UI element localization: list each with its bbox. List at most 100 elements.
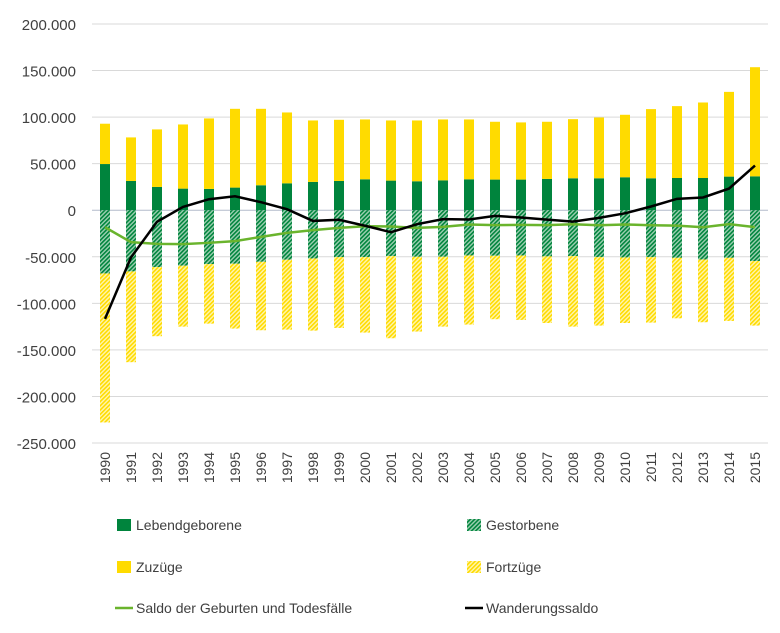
x-tick-label: 1999 — [331, 452, 347, 483]
bar-deaths — [178, 210, 188, 266]
bar-out — [178, 265, 188, 327]
x-tick-label: 2011 — [643, 452, 659, 482]
bar-deaths — [230, 210, 240, 264]
bar-in — [594, 117, 604, 179]
bar-deaths — [568, 210, 578, 257]
bar-deaths — [620, 210, 630, 258]
bar-out — [724, 257, 734, 321]
y-tick-label: 100.000 — [22, 110, 76, 127]
bar-in — [542, 121, 552, 179]
legend-births: Lebendgeborene — [136, 517, 242, 533]
bar-out — [542, 256, 552, 323]
bar-in — [386, 120, 396, 181]
bar-in — [490, 121, 500, 180]
bar-out — [100, 273, 110, 423]
bar-in — [464, 119, 474, 180]
legend-in: Zuzüge — [136, 559, 183, 575]
bar-deaths — [438, 210, 448, 257]
x-tick-label: 1992 — [149, 452, 165, 483]
x-tick-label: 1996 — [253, 452, 269, 483]
bar-births — [698, 178, 708, 211]
x-tick-label: 2012 — [669, 452, 685, 483]
bar-out — [256, 261, 266, 331]
line-natural-balance — [104, 222, 756, 246]
bar-births — [490, 179, 500, 211]
bar-in — [516, 122, 526, 180]
bar-births — [750, 176, 760, 211]
y-tick-label: -100.000 — [17, 296, 76, 313]
bar-deaths — [308, 210, 318, 259]
bar-births — [100, 164, 110, 211]
bar-in — [100, 123, 110, 165]
bar-deaths — [464, 210, 474, 256]
x-tick-label: 2000 — [357, 452, 373, 483]
line-migration-balance — [103, 164, 756, 320]
bar-deaths — [412, 210, 422, 257]
bar-births — [594, 178, 604, 211]
x-tick-label: 2010 — [617, 452, 633, 483]
bar-in — [334, 119, 344, 181]
x-tick-label: 2001 — [383, 452, 399, 483]
bar-out — [230, 263, 240, 329]
bar-in — [282, 112, 292, 184]
y-tick-label: 0 — [68, 203, 76, 220]
bar-out — [490, 255, 500, 320]
bar-out — [152, 267, 162, 337]
bar-in — [126, 137, 136, 181]
legend-swatch-deaths — [467, 519, 481, 531]
bar-in — [204, 118, 214, 189]
bar-out — [438, 256, 448, 327]
bar-births — [620, 177, 630, 211]
bar-deaths — [750, 210, 760, 262]
bar-in — [568, 119, 578, 179]
bar-in — [412, 120, 422, 182]
bar-in — [698, 102, 708, 179]
bar-out — [334, 257, 344, 328]
bar-births — [568, 178, 578, 211]
y-tick-label: 50.000 — [30, 157, 76, 174]
x-tick-label: 1997 — [279, 452, 295, 483]
x-tick-label: 2006 — [513, 452, 529, 483]
bar-births — [386, 180, 396, 211]
bar-in — [750, 67, 760, 177]
bar-births — [438, 180, 448, 211]
bar-births — [334, 180, 344, 211]
bar-births — [724, 176, 734, 211]
bar-out — [672, 257, 682, 319]
legend-out: Fortzüge — [486, 559, 541, 575]
bar-out — [464, 255, 474, 325]
bar-out — [594, 257, 604, 326]
bar-in — [724, 91, 734, 177]
bar-in — [360, 119, 370, 180]
legend-natural: Saldo der Geburten und Todesfälle — [136, 600, 352, 616]
bar-out — [698, 259, 708, 323]
legend-swatch-in — [117, 561, 131, 573]
bar-births — [360, 179, 370, 211]
bar-in — [620, 114, 630, 178]
x-tick-label: 2005 — [487, 452, 503, 483]
bar-out — [282, 259, 292, 330]
bar-deaths — [282, 210, 292, 260]
bar-out — [386, 256, 396, 339]
bar-out — [568, 256, 578, 327]
x-tick-label: 1995 — [227, 452, 243, 483]
bar-deaths — [100, 210, 110, 274]
bar-deaths — [152, 210, 162, 268]
x-tick-label: 1998 — [305, 452, 321, 483]
bar-births — [464, 179, 474, 211]
bar-deaths — [698, 210, 708, 260]
bar-births — [230, 187, 240, 211]
bar-deaths — [542, 210, 552, 257]
bar-births — [646, 178, 656, 211]
bar-out — [204, 264, 214, 324]
bar-in — [308, 120, 318, 182]
bar-births — [672, 178, 682, 211]
x-tick-label: 1993 — [175, 452, 191, 483]
x-tick-label: 2008 — [565, 452, 581, 483]
bar-in — [256, 108, 266, 186]
bar-in — [152, 129, 162, 187]
legend-swatch-births — [117, 519, 131, 531]
bar-out — [360, 257, 370, 333]
bar-births — [152, 186, 162, 211]
